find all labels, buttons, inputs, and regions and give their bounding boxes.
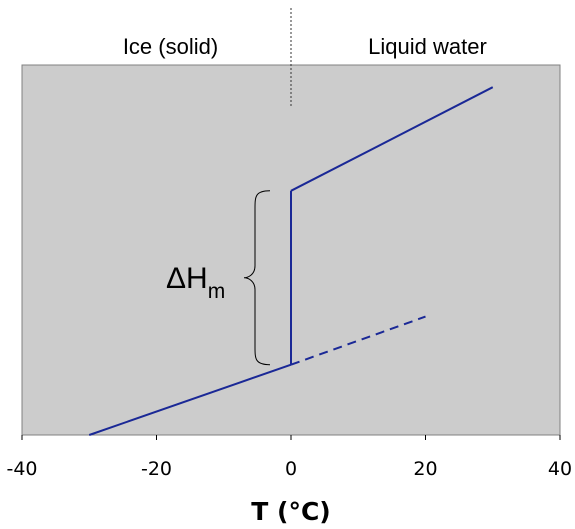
x-tick-label: -20 <box>141 458 172 480</box>
series-layer <box>88 86 494 436</box>
enthalpy-subscript: m <box>208 280 226 303</box>
series-line-0 <box>88 363 292 436</box>
region-label-ice: Ice (solid) <box>123 34 218 59</box>
enthalpy-symbol: ΔH <box>166 262 208 295</box>
x-tick-label: -40 <box>6 458 37 480</box>
series-line-3-dashed <box>290 315 426 366</box>
x-tick-label: 20 <box>413 458 437 480</box>
enthalpy-label: ΔHm <box>166 262 225 303</box>
enthalpy-brace <box>243 190 271 366</box>
x-tick-label: 0 <box>285 458 297 480</box>
series-line-2 <box>290 86 494 192</box>
x-axis-title: T (°C) <box>251 497 330 526</box>
x-axis: -40 -20 0 20 40 <box>6 435 572 480</box>
x-tick-label: 40 <box>548 458 572 480</box>
region-label-liquid: Liquid water <box>368 34 487 59</box>
